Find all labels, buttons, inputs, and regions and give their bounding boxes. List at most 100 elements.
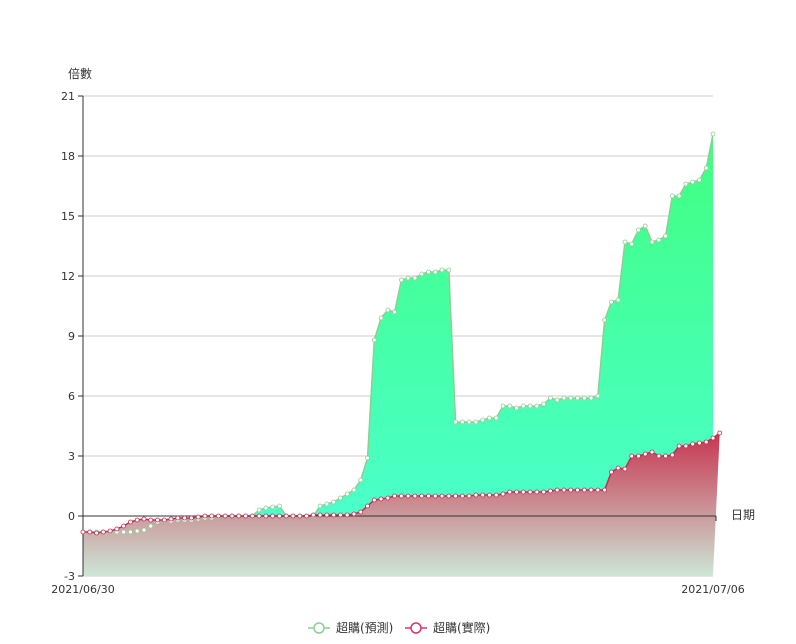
point-predicted[interactable] xyxy=(419,271,425,277)
point-actual[interactable] xyxy=(290,513,296,519)
point-predicted[interactable] xyxy=(642,223,648,229)
point-actual[interactable] xyxy=(168,516,174,522)
point-actual[interactable] xyxy=(514,489,519,495)
point-actual[interactable] xyxy=(602,487,608,493)
point-actual[interactable] xyxy=(175,515,181,521)
point-actual[interactable] xyxy=(134,517,140,523)
point-actual[interactable] xyxy=(642,451,648,457)
point-actual[interactable] xyxy=(155,517,160,523)
point-actual[interactable] xyxy=(114,526,120,532)
point-actual[interactable] xyxy=(575,487,580,493)
point-actual[interactable] xyxy=(500,491,506,497)
point-actual[interactable] xyxy=(304,513,309,519)
point-actual[interactable] xyxy=(690,441,696,447)
point-actual[interactable] xyxy=(107,528,113,534)
point-predicted[interactable] xyxy=(703,165,709,171)
point-actual[interactable] xyxy=(697,440,702,446)
point-actual[interactable] xyxy=(554,487,560,493)
point-actual[interactable] xyxy=(669,452,675,458)
point-actual[interactable] xyxy=(100,529,106,535)
point-actual[interactable] xyxy=(324,512,330,518)
point-actual[interactable] xyxy=(534,489,540,495)
point-actual[interactable] xyxy=(527,489,533,495)
point-predicted[interactable] xyxy=(690,179,696,185)
point-predicted[interactable] xyxy=(338,495,343,501)
point-actual[interactable] xyxy=(195,514,201,520)
point-actual[interactable] xyxy=(371,497,377,503)
point-predicted[interactable] xyxy=(426,269,431,275)
point-actual[interactable] xyxy=(466,493,472,499)
point-actual[interactable] xyxy=(331,512,337,518)
point-predicted[interactable] xyxy=(439,267,445,273)
point-predicted[interactable] xyxy=(554,397,560,403)
point-actual[interactable] xyxy=(649,449,655,455)
point-actual[interactable] xyxy=(568,487,574,493)
point-actual[interactable] xyxy=(588,487,594,493)
point-predicted[interactable] xyxy=(432,269,438,275)
point-actual[interactable] xyxy=(209,513,215,519)
point-predicted[interactable] xyxy=(412,275,418,281)
point-predicted[interactable] xyxy=(378,315,384,321)
point-predicted[interactable] xyxy=(385,307,391,313)
point-predicted[interactable] xyxy=(500,403,506,409)
point-predicted[interactable] xyxy=(405,275,411,281)
point-actual[interactable] xyxy=(398,493,404,499)
point-predicted[interactable] xyxy=(629,241,635,247)
point-predicted[interactable] xyxy=(480,417,486,423)
point-actual[interactable] xyxy=(615,465,621,471)
point-actual[interactable] xyxy=(270,513,276,519)
point-actual[interactable] xyxy=(473,492,479,498)
point-actual[interactable] xyxy=(216,513,221,519)
point-actual[interactable] xyxy=(188,515,194,521)
point-predicted[interactable] xyxy=(676,193,682,199)
point-actual[interactable] xyxy=(229,513,235,519)
point-actual[interactable] xyxy=(710,435,716,441)
point-predicted[interactable] xyxy=(358,477,364,483)
point-actual[interactable] xyxy=(283,513,289,519)
point-predicted[interactable] xyxy=(534,403,540,409)
point-actual[interactable] xyxy=(703,439,709,445)
point-predicted[interactable] xyxy=(697,177,702,183)
point-actual[interactable] xyxy=(297,513,303,519)
point-predicted[interactable] xyxy=(636,227,641,233)
point-actual[interactable] xyxy=(182,515,188,521)
point-actual[interactable] xyxy=(541,489,547,495)
point-actual[interactable] xyxy=(656,453,662,459)
point-actual[interactable] xyxy=(426,493,431,499)
point-predicted[interactable] xyxy=(568,395,574,401)
point-actual[interactable] xyxy=(595,487,601,493)
point-predicted[interactable] xyxy=(527,403,533,409)
point-predicted[interactable] xyxy=(128,529,133,535)
point-predicted[interactable] xyxy=(514,405,519,411)
point-predicted[interactable] xyxy=(493,415,499,421)
point-predicted[interactable] xyxy=(622,239,628,245)
point-actual[interactable] xyxy=(351,511,357,517)
point-actual[interactable] xyxy=(663,453,668,459)
point-predicted[interactable] xyxy=(656,237,662,243)
point-predicted[interactable] xyxy=(581,395,587,401)
point-actual[interactable] xyxy=(236,513,242,519)
point-actual[interactable] xyxy=(358,509,364,515)
point-predicted[interactable] xyxy=(541,401,547,407)
point-predicted[interactable] xyxy=(256,507,262,513)
point-actual[interactable] xyxy=(141,516,147,522)
point-predicted[interactable] xyxy=(466,419,472,425)
point-actual[interactable] xyxy=(636,453,641,459)
point-predicted[interactable] xyxy=(453,419,458,425)
point-predicted[interactable] xyxy=(392,309,398,315)
point-predicted[interactable] xyxy=(608,299,614,305)
point-actual[interactable] xyxy=(392,493,398,499)
point-actual[interactable] xyxy=(128,519,133,525)
point-predicted[interactable] xyxy=(602,317,608,323)
point-predicted[interactable] xyxy=(351,487,357,493)
point-actual[interactable] xyxy=(317,512,323,518)
point-actual[interactable] xyxy=(263,513,269,519)
point-actual[interactable] xyxy=(683,443,689,449)
point-predicted[interactable] xyxy=(595,393,601,399)
point-predicted[interactable] xyxy=(365,455,370,461)
point-actual[interactable] xyxy=(432,493,438,499)
point-predicted[interactable] xyxy=(148,523,154,529)
point-predicted[interactable] xyxy=(649,239,655,245)
point-predicted[interactable] xyxy=(270,504,276,510)
point-predicted[interactable] xyxy=(277,503,282,509)
